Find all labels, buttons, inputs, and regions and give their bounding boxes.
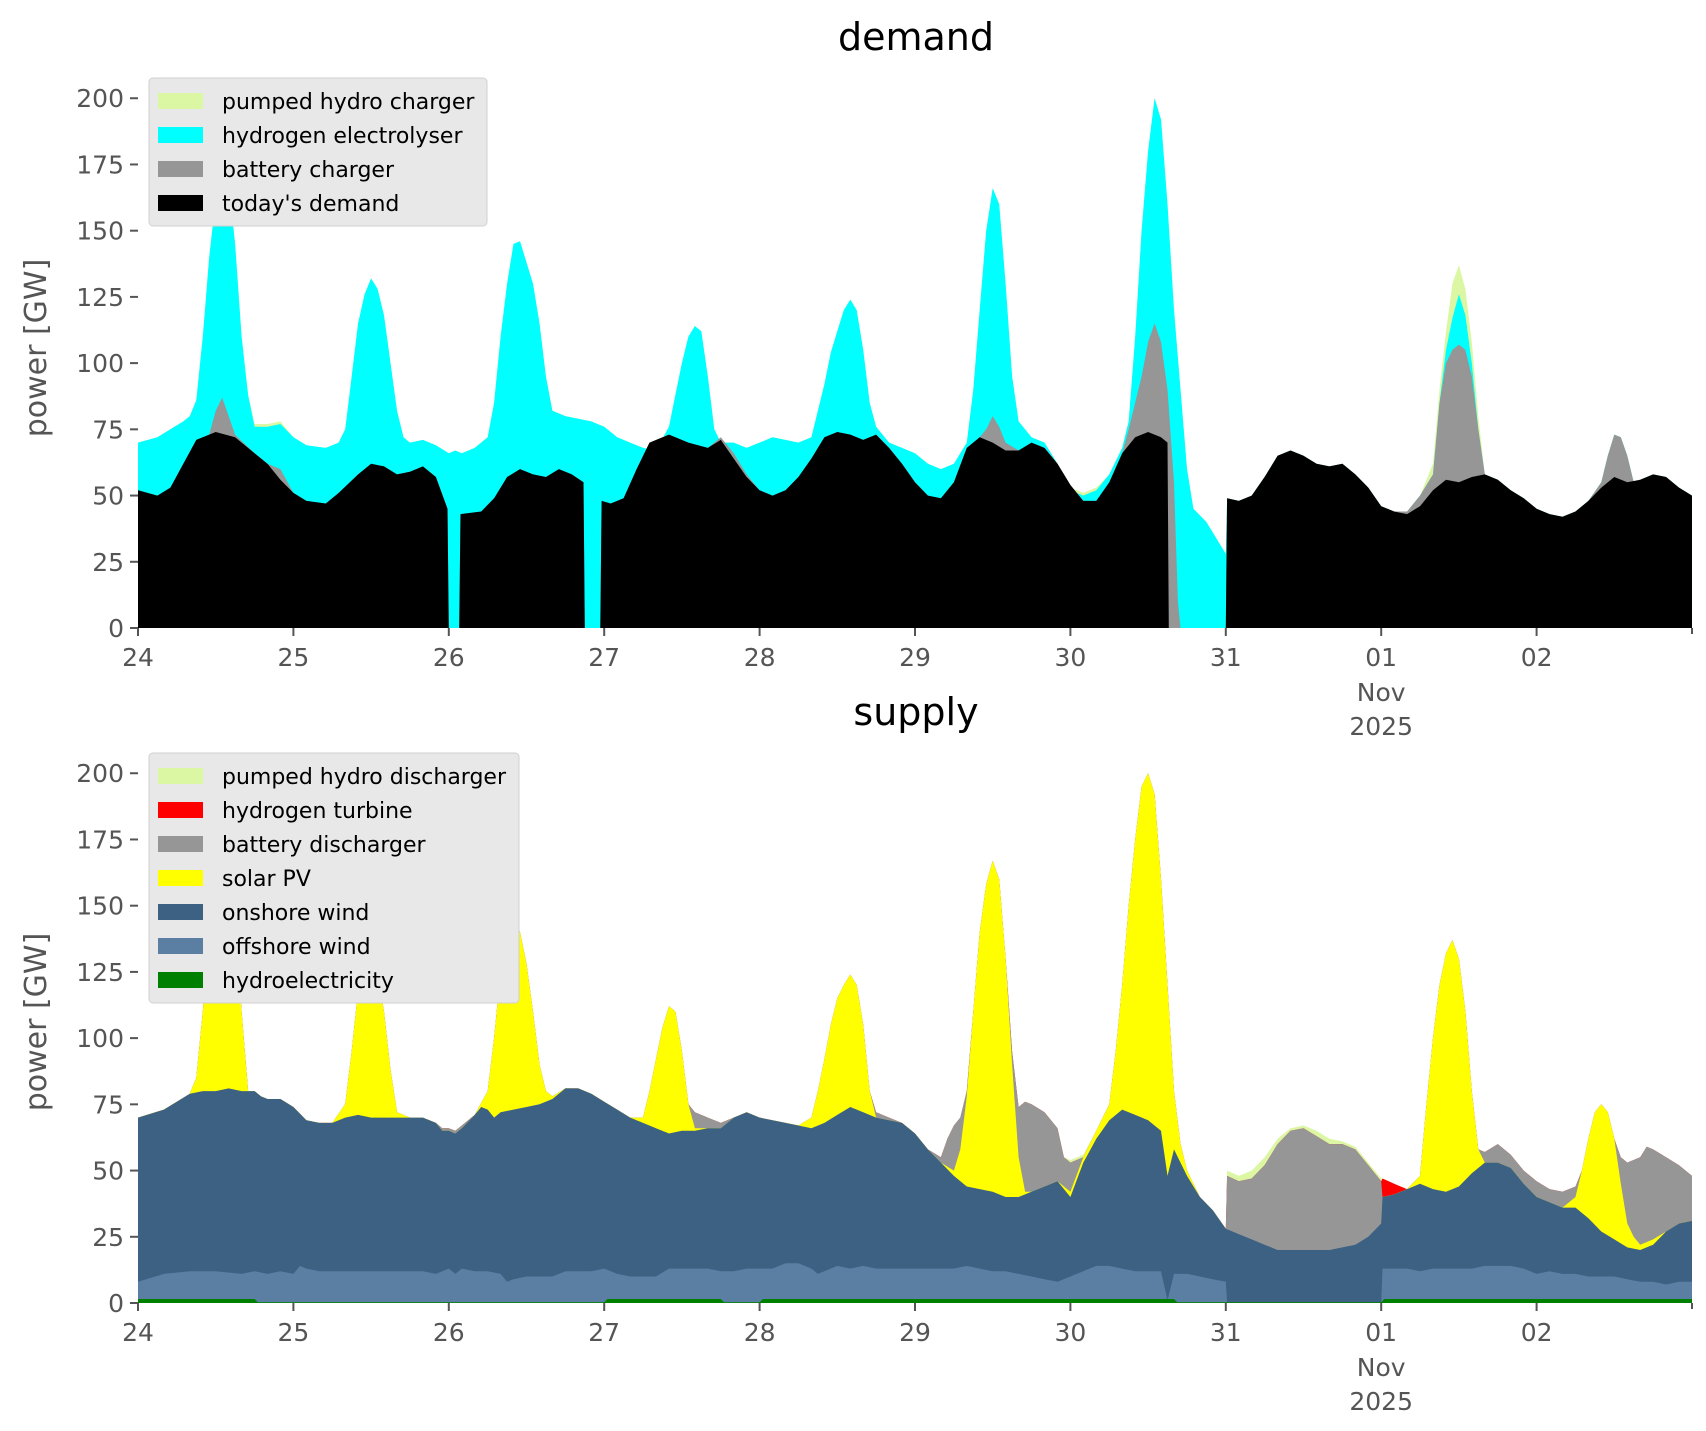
supply-y-tick-label: 50 — [92, 1157, 124, 1186]
supply-legend-swatch-hydrogen-turbine — [158, 802, 203, 818]
supply-area-hydroelectricity — [138, 1299, 1692, 1303]
demand-plot-area — [138, 98, 1692, 628]
supply-legend-label-pumped-hydro-discharger: pumped hydro discharger — [222, 765, 507, 790]
demand-legend: pumped hydro charger hydrogen electrolyse… — [148, 77, 488, 227]
demand-legend-label-pumped-hydro-charger: pumped hydro charger — [222, 90, 475, 115]
demand-x-tick-label: 01 — [1365, 643, 1397, 672]
supply-x-tick-label: 25 — [277, 1318, 309, 1347]
supply-x-tick-label: 28 — [744, 1318, 776, 1347]
supply-legend-label-offshore-wind: offshore wind — [222, 935, 371, 960]
supply-y-tick-label: 75 — [92, 1090, 124, 1119]
demand-y-tick-label: 200 — [76, 84, 124, 113]
supply-y-tick-label: 175 — [76, 825, 124, 854]
supply-plot-area — [138, 773, 1692, 1303]
supply-x-tick-label: 26 — [433, 1318, 465, 1347]
demand-x-tick-label: 31 — [1210, 643, 1242, 672]
demand-x-tick-label: 30 — [1054, 643, 1086, 672]
demand-x-ticks: 24 25 26 27 28 29 30 31 01 Nov 2025 02 — [122, 628, 1693, 741]
demand-chart-title: demand — [838, 15, 994, 59]
supply-x-tick-label: 01 — [1365, 1318, 1397, 1347]
supply-y-ticks: 0 25 50 75 100 125 150 175 200 — [76, 759, 138, 1318]
demand-x-tick-month: Nov — [1357, 678, 1406, 707]
supply-legend-label-hydroelectricity: hydroelectricity — [222, 969, 394, 994]
demand-legend-swatch-pumped-hydro-charger — [158, 93, 203, 109]
supply-x-tick-year: 2025 — [1349, 1387, 1413, 1416]
demand-y-tick-label: 25 — [92, 548, 124, 577]
demand-legend-swatch-battery-charger — [158, 161, 203, 177]
supply-legend-swatch-hydroelectricity — [158, 972, 203, 988]
supply-legend-label-battery-discharger: battery discharger — [222, 833, 427, 858]
demand-y-tick-label: 175 — [76, 150, 124, 179]
demand-x-tick-label: 28 — [744, 643, 776, 672]
demand-y-ticks: 0 25 50 75 100 125 150 175 200 — [76, 84, 138, 643]
supply-area-offshore-wind — [138, 1263, 1692, 1303]
supply-area-onshore-wind — [138, 1088, 1692, 1303]
demand-x-tick-label: 26 — [433, 643, 465, 672]
demand-y-tick-label: 125 — [76, 283, 124, 312]
demand-x-tick-label: 24 — [122, 643, 154, 672]
supply-x-tick-label: 30 — [1054, 1318, 1086, 1347]
supply-y-tick-label: 100 — [76, 1024, 124, 1053]
supply-x-tick-label: 24 — [122, 1318, 154, 1347]
demand-y-tick-label: 150 — [76, 217, 124, 246]
supply-y-tick-label: 0 — [108, 1289, 124, 1318]
supply-legend-swatch-battery-discharger — [158, 836, 203, 852]
supply-legend-label-onshore-wind: onshore wind — [222, 901, 369, 926]
demand-y-tick-label: 100 — [76, 349, 124, 378]
demand-legend-label-today-s-demand: today's demand — [222, 192, 399, 217]
demand-y-tick-label: 75 — [92, 415, 124, 444]
supply-legend-label-solar-pv: solar PV — [222, 867, 311, 892]
supply-y-tick-label: 200 — [76, 759, 124, 788]
demand-legend-swatch-today-s-demand — [158, 195, 203, 211]
supply-chart: supply power [GW] 0 25 50 75 100 125 150 175 200… — [19, 690, 1693, 1416]
supply-x-tick-label: 31 — [1210, 1318, 1242, 1347]
demand-y-tick-label: 50 — [92, 482, 124, 511]
demand-y-axis-label: power [GW] — [19, 259, 54, 438]
supply-y-axis-label: power [GW] — [19, 933, 54, 1112]
supply-x-tick-month: Nov — [1357, 1353, 1406, 1382]
supply-legend-swatch-offshore-wind — [158, 938, 203, 954]
supply-y-tick-label: 150 — [76, 892, 124, 921]
supply-legend-swatch-onshore-wind — [158, 904, 203, 920]
supply-y-tick-label: 125 — [76, 958, 124, 987]
supply-x-tick-label: 27 — [588, 1318, 620, 1347]
demand-chart: demand power [GW] 0 25 50 75 100 125 150 175 200… — [19, 15, 1693, 741]
supply-legend-swatch-pumped-hydro-discharger — [158, 768, 203, 784]
supply-x-ticks: 24 25 26 27 28 29 30 31 01 Nov 2025 02 — [122, 1303, 1693, 1416]
supply-y-tick-label: 25 — [92, 1223, 124, 1252]
demand-legend-box — [148, 77, 488, 227]
demand-x-tick-label: 27 — [588, 643, 620, 672]
demand-legend-swatch-hydrogen-electrolyser — [158, 127, 203, 143]
demand-x-tick-label: 02 — [1521, 643, 1553, 672]
demand-y-tick-label: 0 — [108, 614, 124, 643]
demand-legend-label-hydrogen-electrolyser: hydrogen electrolyser — [222, 124, 463, 149]
demand-legend-label-battery-charger: battery charger — [222, 158, 395, 183]
supply-x-tick-label: 29 — [899, 1318, 931, 1347]
supply-legend-label-hydrogen-turbine: hydrogen turbine — [222, 799, 413, 824]
supply-legend: pumped hydro discharger hydrogen turbine b… — [148, 752, 520, 1004]
demand-x-tick-year: 2025 — [1349, 712, 1413, 741]
demand-area-today-s-demand — [138, 432, 1692, 628]
supply-x-tick-label: 02 — [1521, 1318, 1553, 1347]
demand-x-tick-label: 25 — [277, 643, 309, 672]
supply-legend-swatch-solar-pv — [158, 870, 203, 886]
demand-x-tick-label: 29 — [899, 643, 931, 672]
supply-chart-title: supply — [853, 690, 978, 734]
supply-legend-box — [148, 752, 520, 1004]
